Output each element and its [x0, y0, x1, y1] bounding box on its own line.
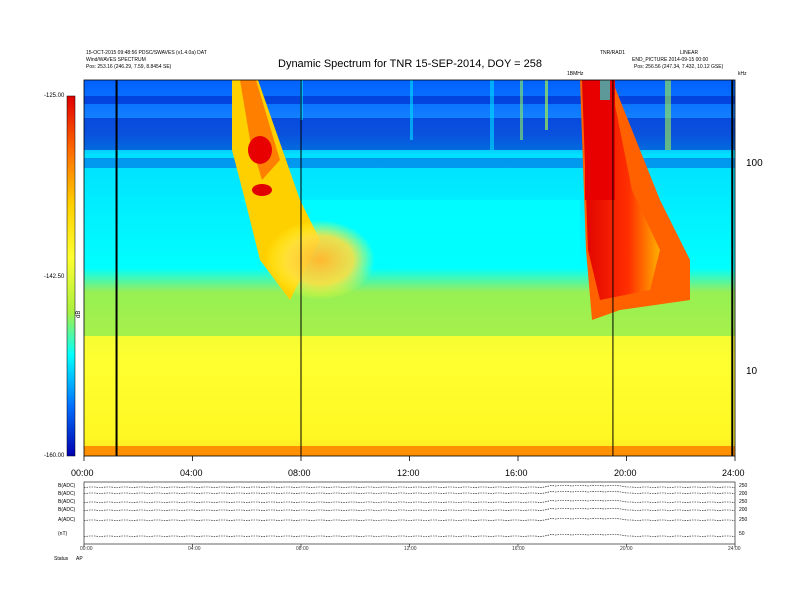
right-corner-label: kHz	[738, 71, 747, 77]
parameter-series-line	[83, 485, 736, 488]
param-row-value: 200	[739, 507, 748, 513]
param-row-value: 250	[739, 483, 748, 489]
header-position-right: Pos: 256.56 (247.34, 7.432, 10.12 GSE)	[634, 64, 724, 70]
header-position-left: Pos: 253.16 (246.29, 7.59, 8.8454 SE)	[86, 64, 172, 70]
parameter-series-line	[83, 534, 736, 537]
param-row-value: 250	[739, 499, 748, 505]
param-row-label: A(ADC)	[58, 517, 76, 523]
param-row-value: 50	[739, 531, 745, 537]
parameter-lines	[83, 485, 736, 537]
param-x-tick-label: 20:00	[620, 546, 633, 552]
event-label: 1BMHz	[567, 71, 584, 77]
param-row-label: B(ADC)	[58, 491, 76, 497]
colorbar-tick: -142.50	[44, 274, 65, 280]
param-row-label: (nT)	[58, 531, 68, 537]
vertical-markers	[115, 80, 734, 456]
colorbar-unit: dB	[76, 310, 82, 318]
x-tick-label: 16:00	[505, 468, 528, 478]
x-tick-label: 08:00	[288, 468, 311, 478]
header-info-line-3: TNR/RAD1	[600, 50, 626, 56]
parameter-series-line	[83, 508, 736, 511]
param-row-label: B(ADC)	[58, 507, 76, 513]
status-label: Status	[54, 556, 69, 562]
colorbar	[66, 95, 76, 457]
colorbar-tick: -160.00	[44, 453, 65, 459]
param-x-tick-label: 12:00	[404, 546, 417, 552]
heatmap	[84, 80, 735, 456]
parameter-series-line	[83, 491, 736, 494]
header-info-line-2: Wind/WAVES SPECTRUM	[86, 57, 146, 63]
y-tick-label: 100	[746, 158, 763, 169]
parameter-series-line	[83, 518, 736, 521]
x-axis-ticks	[83, 456, 736, 461]
x-tick-label: 24:00	[722, 468, 745, 478]
header-info-line-4: LINEAR	[680, 50, 699, 56]
y-tick-label: 10	[746, 366, 758, 377]
param-x-tick-label: 00:00	[80, 546, 93, 552]
chart-title: Dynamic Spectrum for TNR 15-SEP-2014, DO…	[278, 58, 543, 70]
parameter-series-line	[83, 500, 736, 503]
parameter-x-ticks	[83, 544, 736, 547]
param-row-label: B(ADC)	[58, 499, 76, 505]
param-x-tick-label: 24:00	[728, 546, 741, 552]
x-tick-label: 00:00	[71, 468, 94, 478]
param-x-tick-label: 16:00	[512, 546, 525, 552]
header-info-line-5: END_PICTURE 2014-09-15 00:00	[632, 57, 709, 63]
param-row-label: B(ADC)	[58, 483, 76, 489]
status-ap-label: AP	[76, 556, 83, 562]
x-tick-label: 12:00	[397, 468, 420, 478]
param-row-value: 200	[739, 491, 748, 497]
param-row-value: 250	[739, 517, 748, 523]
param-x-tick-label: 08:00	[296, 546, 309, 552]
parameter-panel	[83, 481, 736, 545]
x-tick-label: 04:00	[180, 468, 203, 478]
colorbar-tick: -125.00	[44, 93, 65, 99]
header-info-line-1: 15-OCT-2015 09:48:56 PDSC/SWAVES (v1.4.0…	[86, 50, 207, 56]
x-tick-label: 20:00	[614, 468, 637, 478]
param-x-tick-label: 04:00	[188, 546, 201, 552]
